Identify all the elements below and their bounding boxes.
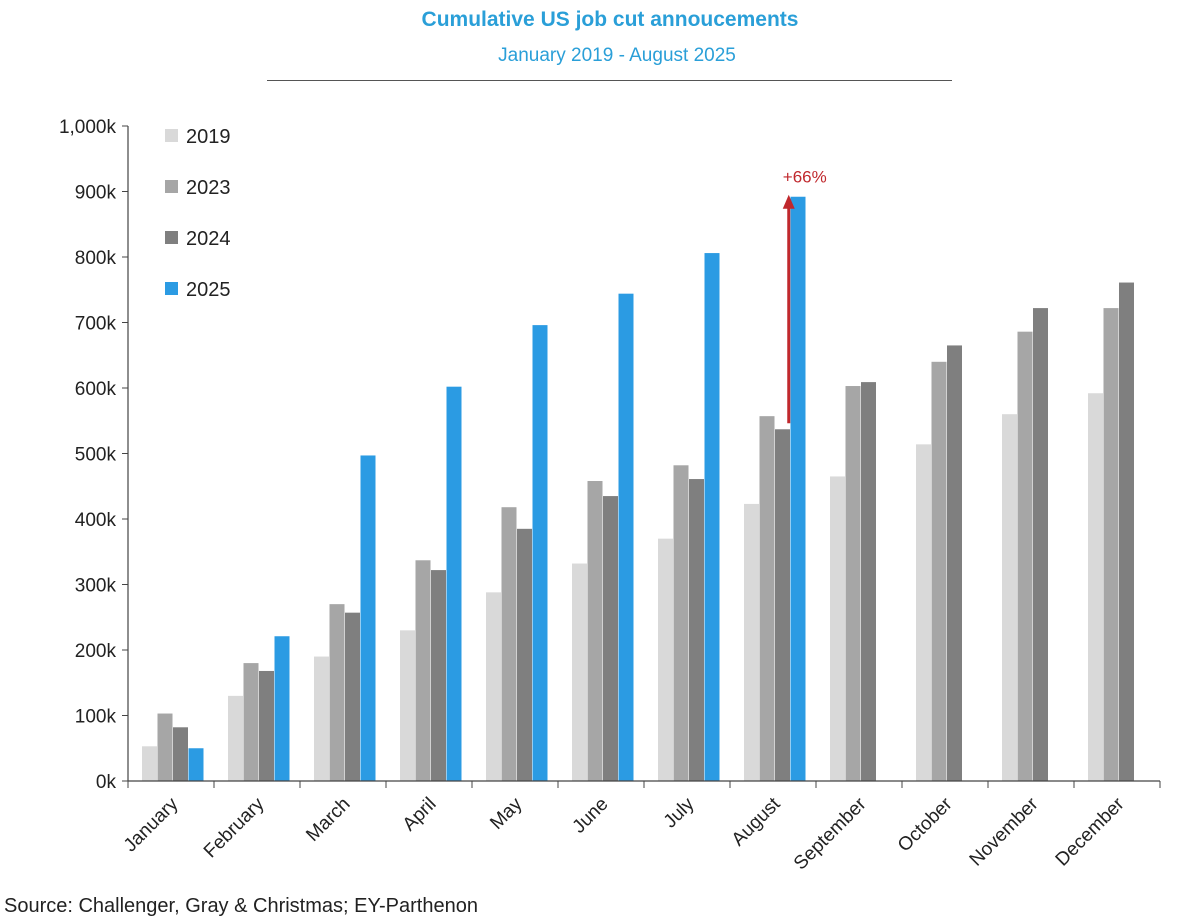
bar-2019-january: [142, 746, 157, 781]
bar-2025-january: [188, 748, 204, 781]
bar-2023-may: [501, 507, 517, 781]
x-tick-label: March: [302, 794, 354, 846]
bar-2024-april: [431, 570, 446, 781]
x-tick-label: July: [660, 793, 699, 832]
bar-2024-october: [947, 345, 962, 781]
legend-label-2019: 2019: [186, 126, 231, 148]
legend-swatch-2019: [165, 129, 178, 142]
bar-2019-april: [400, 630, 415, 781]
bar-2023-december: [1103, 308, 1119, 781]
bar-2019-june: [572, 563, 587, 781]
x-tick-label: October: [894, 793, 957, 856]
title-divider: [267, 80, 952, 81]
bar-2023-august: [759, 416, 775, 781]
bar-2019-november: [1002, 414, 1017, 781]
bar-2025-july: [704, 253, 720, 781]
bar-2024-july: [689, 479, 704, 781]
bar-2025-march: [360, 455, 376, 781]
bar-2024-september: [861, 382, 876, 781]
bar-2024-march: [345, 612, 360, 781]
x-tick-label: May: [486, 793, 527, 834]
bar-2023-february: [243, 663, 259, 781]
bar-2019-february: [228, 695, 243, 781]
legend-label-2024: 2024: [186, 228, 231, 250]
bar-2024-november: [1033, 308, 1048, 781]
y-axis-ticks: 0k 100k 200k 300k 400k 500k 600k 700k 800k 900k 1,…: [59, 117, 128, 793]
x-axis-labels: January February March April May June July Augu…: [120, 793, 1129, 874]
y-tick-label: 700k: [75, 314, 117, 335]
axes: [127, 126, 1161, 788]
legend-swatch-2023: [165, 180, 178, 193]
chart-title: Cumulative US job cut annoucements: [421, 8, 799, 31]
bar-2025-june: [618, 293, 634, 781]
bar-2024-june: [603, 496, 618, 781]
bar-2025-may: [532, 325, 548, 781]
bar-2019-september: [830, 476, 845, 781]
bar-2019-july: [658, 538, 673, 781]
annotation-label: +66%: [783, 168, 827, 187]
legend-label-2025: 2025: [186, 279, 231, 301]
y-tick-label: 1,000k: [59, 117, 117, 138]
annotation-arrow-head: [782, 194, 795, 209]
bar-2019-august: [744, 503, 759, 781]
x-tick-label: January: [120, 793, 183, 856]
y-tick-label: 400k: [75, 510, 117, 531]
annotation: +66%: [782, 168, 827, 424]
bar-2023-april: [415, 560, 431, 781]
chart-subtitle: January 2019 - August 2025: [498, 45, 736, 66]
bar-2019-march: [314, 656, 329, 781]
bar-2025-august: [790, 196, 806, 782]
legend-swatch-2024: [165, 231, 178, 244]
y-tick-label: 600k: [75, 379, 117, 400]
y-tick-label: 300k: [75, 576, 117, 597]
bar-2019-may: [486, 592, 501, 781]
bar-2023-june: [587, 481, 603, 781]
bar-2019-october: [916, 444, 931, 781]
bar-2023-october: [931, 361, 947, 781]
bar-2023-november: [1017, 331, 1033, 781]
bar-2025-april: [446, 386, 462, 781]
bar-2023-september: [845, 386, 861, 781]
legend-swatch-2025: [165, 282, 178, 295]
y-tick-label: 200k: [75, 641, 117, 662]
x-tick-label: August: [728, 793, 785, 850]
bar-2024-may: [517, 528, 532, 781]
legend-label-2023: 2023: [186, 177, 231, 199]
legend: 2019 2023 2024 2025: [165, 126, 231, 301]
x-tick-label: June: [569, 794, 613, 838]
source-note: Source: Challenger, Gray & Christmas; EY…: [4, 895, 478, 917]
y-tick-label: 900k: [75, 183, 117, 204]
bar-2024-august: [775, 429, 790, 781]
x-tick-label: November: [966, 793, 1043, 870]
bar-2023-march: [329, 604, 345, 781]
y-tick-label: 800k: [75, 248, 117, 269]
bar-2023-july: [673, 465, 689, 781]
bar-2025-february: [274, 636, 290, 781]
x-tick-label: December: [1052, 793, 1129, 870]
bar-2023-january: [157, 713, 173, 781]
bar-2019-december: [1088, 393, 1103, 781]
y-tick-label: 0k: [96, 772, 117, 793]
bars: [142, 196, 1134, 782]
bar-2024-december: [1119, 282, 1134, 781]
x-tick-label: February: [200, 793, 269, 862]
bar-2024-february: [259, 670, 274, 781]
y-tick-label: 100k: [75, 707, 117, 728]
y-tick-label: 500k: [75, 445, 117, 466]
x-tick-label: September: [790, 793, 871, 874]
bar-2024-january: [173, 727, 188, 781]
x-tick-label: April: [399, 794, 441, 836]
